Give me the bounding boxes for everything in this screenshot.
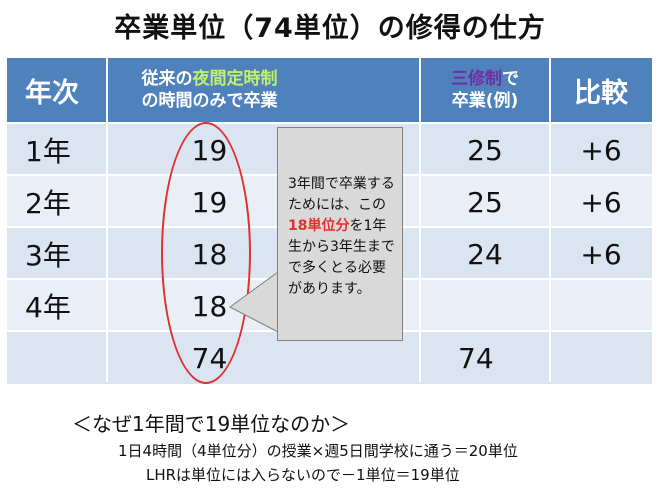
header-former: 従来の夜間定時制 の時間のみで卒業	[141, 69, 278, 111]
header-year: 年次	[25, 77, 79, 109]
callout-highlight: 18単位分	[288, 218, 350, 234]
callout-pointer	[229, 272, 280, 333]
highlight-oval	[161, 122, 251, 384]
reason-line-1: 1日4時間（4単位分）の授業×週5日間学校に通う＝20単位	[118, 442, 518, 460]
row-year: 1年	[25, 135, 71, 168]
row-diff: +6	[580, 185, 622, 219]
callout-text-end: を1年生から3年生までで多くとる必要があります。	[288, 218, 395, 297]
header-empty	[312, 58, 420, 122]
column-divider	[549, 58, 551, 382]
reason-line-2: LHRは単位には入らないので－1単位＝19単位	[146, 466, 460, 484]
row-year: 3年	[25, 239, 71, 272]
callout-text-start: 3年間で卒業するためには、この	[288, 176, 395, 213]
total-new: 74	[458, 341, 494, 375]
column-divider	[419, 58, 421, 382]
row-year: 2年	[25, 187, 71, 220]
row-new: 25	[467, 185, 503, 219]
total-year	[7, 332, 107, 384]
row-diff: +6	[580, 133, 622, 167]
table-header-row: 年次 従来の夜間定時制 の時間のみで卒業 三修制で 卒業(例) 比較	[7, 58, 652, 122]
header-new: 三修制で 卒業(例)	[451, 69, 519, 111]
row-diff	[550, 280, 652, 332]
explanation-callout: 3年間で卒業するためには、この 18単位分を1年生から3年生までで多くとる必要があ…	[277, 127, 403, 341]
column-divider	[106, 58, 108, 382]
row-diff: +6	[580, 237, 622, 271]
row-year: 4年	[25, 291, 71, 324]
row-new: 25	[467, 133, 503, 167]
row-new	[420, 280, 550, 332]
page-title: 卒業単位（74単位）の修得の仕方	[114, 13, 546, 44]
header-diff: 比較	[574, 77, 628, 109]
row-new: 24	[467, 237, 503, 271]
reason-heading: ＜なぜ1年間で19単位なのか＞	[72, 412, 351, 436]
total-diff	[550, 332, 652, 384]
